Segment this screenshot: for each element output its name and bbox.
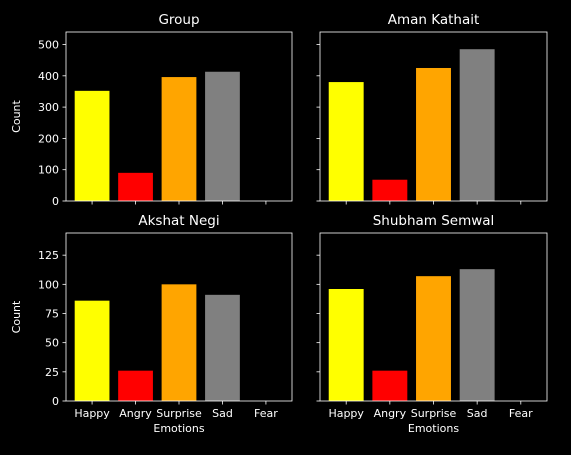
ytick-label: 100: [38, 278, 59, 291]
xtick-label: Happy: [74, 407, 110, 420]
x-axis-label: Emotions: [408, 422, 459, 435]
ytick-label: 200: [38, 132, 59, 145]
bar-happy: [328, 289, 364, 401]
bar-happy: [328, 82, 364, 201]
bar-sad: [459, 269, 495, 401]
bar-sad: [459, 49, 495, 201]
bar-angry: [118, 370, 153, 401]
xtick-label: Surprise: [411, 407, 457, 420]
ytick-label: 0: [52, 395, 59, 408]
xtick-label: Angry: [374, 407, 407, 420]
subplot-title: Akshat Negi: [138, 213, 219, 229]
y-axis-label: Count: [10, 300, 23, 333]
bar-surprise: [161, 77, 197, 201]
ytick-label: 50: [45, 337, 59, 350]
bar-sad: [205, 294, 240, 401]
x-axis-label: Emotions: [153, 422, 204, 435]
ytick-label: 125: [38, 249, 59, 262]
subplot-title: Group: [158, 12, 199, 28]
xtick-label: Fear: [254, 407, 278, 420]
xtick-label: Angry: [119, 407, 152, 420]
subplot-3: Happy Angry Surprise Sad Fear Shubham Semwal E…: [316, 213, 548, 435]
bar-surprise: [416, 276, 451, 401]
bar-sad: [205, 71, 240, 201]
ytick-label: 300: [38, 101, 59, 114]
ytick-label: 75: [45, 308, 59, 321]
subplot-title: Shubham Semwal: [373, 213, 495, 229]
xtick-label: Happy: [328, 407, 364, 420]
ytick-label: 500: [38, 39, 59, 52]
subplot-0: 0 100 200 300 400 500 Group Count: [10, 12, 293, 208]
bar-angry: [118, 172, 153, 201]
subplot-title: Aman Kathait: [388, 12, 480, 28]
bar-surprise: [161, 284, 197, 401]
ytick-label: 25: [45, 366, 59, 379]
xtick-label: Sad: [467, 407, 488, 420]
ytick-label: 400: [38, 70, 59, 83]
xtick-label: Fear: [509, 407, 533, 420]
ytick-label: 100: [38, 164, 59, 177]
xtick-label: Surprise: [156, 407, 202, 420]
xtick-label: Sad: [212, 407, 233, 420]
bar-surprise: [416, 67, 451, 201]
bar-happy: [74, 90, 110, 201]
bar-angry: [372, 179, 408, 201]
subplot-1: Aman Kathait: [316, 12, 548, 205]
bar-happy: [74, 300, 110, 401]
y-axis-label: Count: [10, 99, 23, 132]
bar-angry: [372, 370, 408, 401]
ytick-label: 0: [52, 195, 59, 208]
subplot-2: 0 25 50 75 100 125 Happy Angry Surprise Sad Fear Ak…: [10, 213, 293, 435]
